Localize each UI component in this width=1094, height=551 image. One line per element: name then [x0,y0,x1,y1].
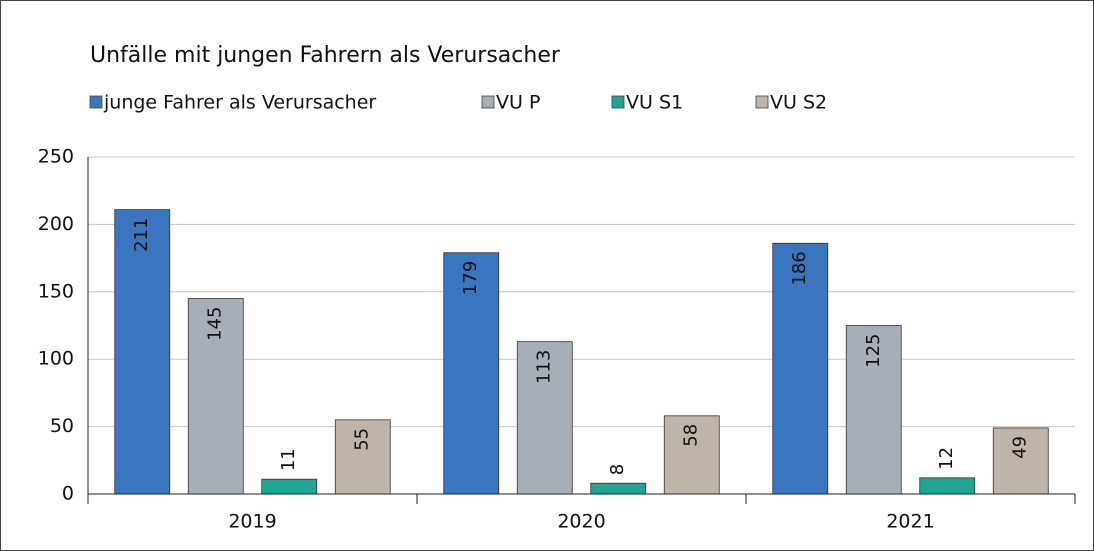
bar [992,427,1049,495]
bar [845,325,902,495]
legend-swatch [89,95,103,109]
x-tick-label: 2021 [886,511,934,533]
data-label: 186 [789,251,810,285]
bar [590,482,647,495]
y-tick-label: 150 [38,280,74,302]
y-tick-label: 50 [50,415,74,437]
y-tick-label: 250 [38,146,74,168]
legend-label: VU P [496,92,540,114]
data-label: 125 [863,334,884,368]
legend-label: VU S2 [770,92,827,114]
data-label: 145 [205,307,226,341]
data-label: 8 [607,464,628,475]
legend-swatch [611,95,625,109]
bar [334,419,391,495]
y-tick-label: 100 [38,348,74,370]
data-label: 12 [936,447,957,470]
bar [772,242,829,495]
legend-label: junge Fahrer als Verursacher [103,92,376,114]
legend-swatch [481,95,495,109]
x-tick-label: 2020 [557,511,605,533]
legend-swatch [755,95,769,109]
y-tick-label: 200 [38,213,74,235]
data-label: 55 [352,428,373,451]
bar [663,415,720,495]
bar [261,478,318,495]
data-label: 49 [1010,436,1031,459]
data-label: 58 [681,424,702,447]
bar [443,252,500,495]
chart-title: Unfälle mit jungen Fahrern als Verursach… [90,43,561,68]
bar [114,209,171,495]
bar [919,477,976,495]
data-label: 113 [534,350,555,384]
data-label: 211 [131,218,152,252]
bar [516,341,573,495]
y-tick-label: 0 [62,483,74,505]
x-tick-label: 2019 [228,511,276,533]
data-label: 11 [278,448,299,471]
legend-label: VU S1 [626,92,683,114]
data-label: 179 [460,261,481,295]
